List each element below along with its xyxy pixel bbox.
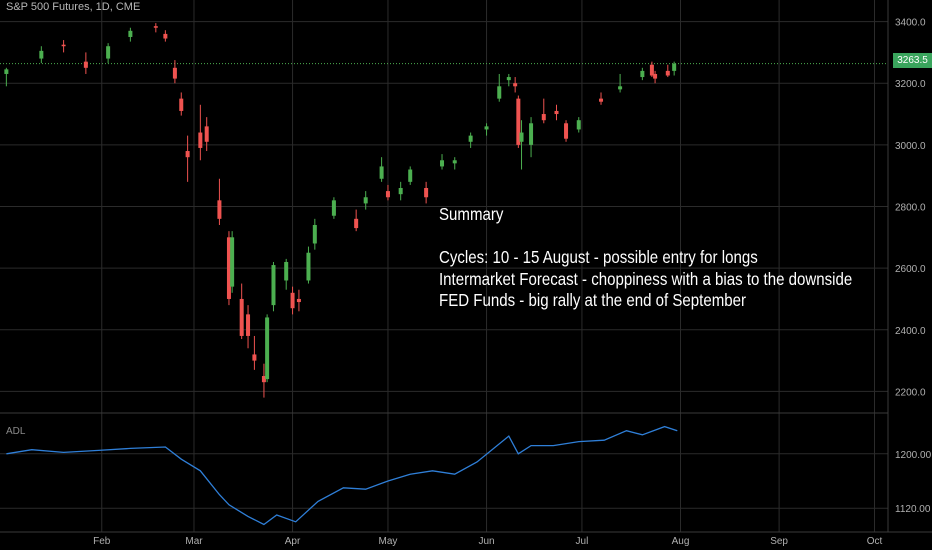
candle [564, 120, 569, 142]
candle [239, 283, 244, 340]
candle [379, 157, 384, 182]
candle [306, 246, 311, 284]
candle [226, 231, 231, 306]
candle [284, 258, 289, 290]
price-tick-label: 3000.0 [895, 141, 926, 152]
candle [618, 73, 623, 93]
candle [398, 181, 403, 201]
time-axis[interactable]: Feb Mar Apr May Jun Jul Aug Sep Oct [93, 536, 882, 547]
summary-spacer [439, 226, 852, 248]
price-axis[interactable]: 2200.0 2400.0 2600.0 2800.0 3000.0 3200.0 3400… [895, 18, 926, 399]
candle [424, 181, 429, 204]
price-tick-label: 3400.0 [895, 18, 926, 29]
candle [513, 77, 518, 93]
candle [672, 61, 677, 76]
candle [198, 104, 203, 161]
candle [61, 40, 66, 53]
candle [290, 286, 295, 315]
last-price-badge: 3263.5 [893, 53, 932, 68]
time-tick-label: Sep [770, 536, 788, 547]
chart-grid [0, 0, 888, 532]
candle [408, 166, 413, 185]
symbol-title[interactable]: S&P 500 Futures, 1D, CME [6, 1, 141, 13]
summary-annotation[interactable]: Summary Cycles: 10 - 15 August - possibl… [439, 204, 852, 312]
candle [296, 289, 301, 312]
candle [468, 132, 473, 148]
time-tick-label: Aug [672, 536, 690, 547]
price-tick-label: 2600.0 [895, 264, 926, 275]
candle [649, 61, 654, 78]
time-tick-label: Jul [576, 536, 589, 547]
candle [172, 60, 177, 84]
price-tick-label: 2800.0 [895, 203, 926, 214]
candle [261, 363, 266, 398]
candle [506, 73, 511, 87]
summary-title: Summary [439, 204, 504, 224]
time-tick-label: May [379, 536, 398, 547]
candle [576, 117, 581, 133]
candle [106, 43, 111, 64]
candle [185, 135, 190, 182]
candle [331, 197, 336, 219]
candle [484, 123, 489, 136]
candle [230, 231, 235, 293]
time-tick-label: Feb [93, 536, 111, 547]
candle [665, 64, 670, 78]
candle [519, 120, 524, 170]
candle [599, 92, 604, 105]
candle [4, 67, 9, 87]
candle [246, 305, 251, 349]
candle [204, 117, 209, 152]
candle [163, 30, 168, 42]
candle [516, 95, 521, 148]
candle [83, 52, 88, 74]
candle [497, 73, 502, 102]
candle [265, 314, 270, 383]
summary-line-fed-funds: FED Funds - big rally at the end of Sept… [439, 290, 747, 310]
candle [653, 70, 658, 84]
candle [179, 92, 184, 116]
summary-line-intermarket: Intermarket Forecast - choppiness with a… [439, 268, 853, 289]
candle [385, 184, 390, 201]
candle [363, 191, 368, 210]
candle [271, 261, 276, 312]
adl-axis[interactable]: 1120.00 1200.00 [895, 450, 932, 515]
time-tick-label: Oct [867, 536, 883, 547]
candle [640, 67, 645, 81]
candle [554, 104, 559, 121]
candle [529, 117, 534, 158]
candle [312, 218, 317, 250]
candle [440, 154, 445, 170]
price-tick-label: 2400.0 [895, 326, 926, 337]
candle [153, 23, 158, 33]
candle [452, 157, 457, 170]
time-tick-label: Jun [478, 536, 494, 547]
candle [354, 209, 359, 232]
candle [39, 46, 44, 64]
adl-series-line [6, 425, 678, 526]
adl-tick-label: 1200.00 [895, 450, 932, 461]
price-tick-label: 3200.0 [895, 79, 926, 90]
indicator-label[interactable]: ADL [6, 426, 26, 437]
candle [128, 27, 133, 42]
price-tick-label: 2200.0 [895, 387, 926, 398]
adl-tick-label: 1120.00 [895, 504, 931, 515]
time-tick-label: Apr [285, 536, 301, 547]
candle [541, 98, 546, 124]
time-tick-label: Mar [185, 536, 203, 547]
candlestick-series [4, 23, 677, 398]
candle [252, 335, 257, 370]
summary-line-cycles: Cycles: 10 - 15 August - possible entry … [439, 247, 758, 267]
candle [217, 178, 222, 225]
